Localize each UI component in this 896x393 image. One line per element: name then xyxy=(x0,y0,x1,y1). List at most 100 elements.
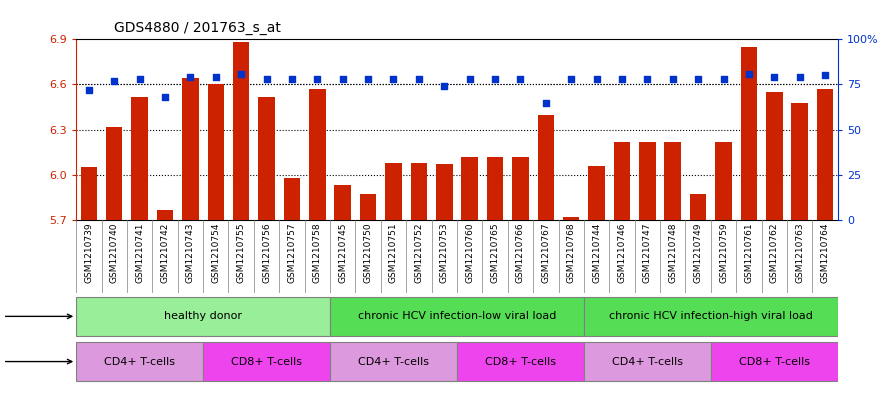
Text: disease state: disease state xyxy=(0,311,72,321)
Text: CD4+ T-cells: CD4+ T-cells xyxy=(358,356,429,367)
Text: GSM1210748: GSM1210748 xyxy=(668,222,677,283)
Bar xyxy=(690,195,706,220)
Point xyxy=(285,76,299,82)
Text: GSM1210766: GSM1210766 xyxy=(516,222,525,283)
Text: GSM1210744: GSM1210744 xyxy=(592,222,601,283)
Bar xyxy=(538,115,554,220)
Point xyxy=(538,99,553,106)
Bar xyxy=(76,342,203,381)
Bar xyxy=(563,217,580,220)
Bar xyxy=(766,92,782,220)
Bar xyxy=(330,297,584,336)
Text: GSM1210763: GSM1210763 xyxy=(795,222,805,283)
Point xyxy=(310,76,324,82)
Point xyxy=(412,76,426,82)
Point xyxy=(361,76,375,82)
Bar xyxy=(208,84,224,220)
Point xyxy=(717,76,731,82)
Text: chronic HCV infection-low viral load: chronic HCV infection-low viral load xyxy=(358,311,556,321)
Text: GSM1210751: GSM1210751 xyxy=(389,222,398,283)
Point xyxy=(234,70,248,77)
Point xyxy=(590,76,604,82)
Point xyxy=(513,76,528,82)
Bar xyxy=(817,89,833,220)
Text: GSM1210750: GSM1210750 xyxy=(364,222,373,283)
Text: GSM1210758: GSM1210758 xyxy=(313,222,322,283)
Point xyxy=(564,76,579,82)
Point xyxy=(133,76,147,82)
Text: GSM1210739: GSM1210739 xyxy=(84,222,93,283)
Bar xyxy=(589,166,605,220)
Text: GSM1210761: GSM1210761 xyxy=(745,222,754,283)
Bar xyxy=(132,97,148,220)
Text: GSM1210743: GSM1210743 xyxy=(185,222,195,283)
Point xyxy=(260,76,274,82)
Text: cell type: cell type xyxy=(0,356,72,367)
Point xyxy=(818,72,832,79)
Bar xyxy=(81,167,97,220)
Point xyxy=(767,74,781,81)
Point xyxy=(462,76,477,82)
Point xyxy=(742,70,756,77)
Bar xyxy=(711,342,838,381)
Bar xyxy=(436,164,452,220)
Text: GSM1210742: GSM1210742 xyxy=(160,222,169,283)
Text: CD8+ T-cells: CD8+ T-cells xyxy=(485,356,556,367)
Bar xyxy=(461,157,478,220)
Bar xyxy=(614,142,630,220)
Text: GSM1210762: GSM1210762 xyxy=(770,222,779,283)
Text: GSM1210757: GSM1210757 xyxy=(288,222,297,283)
Point xyxy=(209,74,223,81)
Text: GSM1210765: GSM1210765 xyxy=(490,222,500,283)
Text: GSM1210755: GSM1210755 xyxy=(237,222,246,283)
Bar xyxy=(233,42,249,220)
Bar xyxy=(330,342,457,381)
Text: GSM1210741: GSM1210741 xyxy=(135,222,144,283)
Text: GSM1210749: GSM1210749 xyxy=(694,222,702,283)
Text: CD4+ T-cells: CD4+ T-cells xyxy=(612,356,683,367)
Text: GSM1210745: GSM1210745 xyxy=(338,222,348,283)
Text: CD8+ T-cells: CD8+ T-cells xyxy=(739,356,810,367)
Text: GDS4880 / 201763_s_at: GDS4880 / 201763_s_at xyxy=(115,22,281,35)
Text: GSM1210768: GSM1210768 xyxy=(566,222,576,283)
Point xyxy=(691,76,705,82)
Point xyxy=(488,76,503,82)
Text: CD8+ T-cells: CD8+ T-cells xyxy=(231,356,302,367)
Point xyxy=(335,76,349,82)
Bar xyxy=(309,89,325,220)
Text: GSM1210740: GSM1210740 xyxy=(109,222,119,283)
Bar xyxy=(182,79,199,220)
Bar xyxy=(665,142,681,220)
Point xyxy=(386,76,401,82)
Text: GSM1210760: GSM1210760 xyxy=(465,222,474,283)
Bar xyxy=(258,97,275,220)
Bar xyxy=(715,142,732,220)
Text: GSM1210752: GSM1210752 xyxy=(414,222,424,283)
Point xyxy=(108,78,122,84)
Bar xyxy=(76,297,330,336)
Bar xyxy=(457,342,584,381)
Text: GSM1210747: GSM1210747 xyxy=(642,222,652,283)
Point xyxy=(615,76,629,82)
Point xyxy=(184,74,198,81)
Bar xyxy=(410,163,427,220)
Text: CD4+ T-cells: CD4+ T-cells xyxy=(104,356,175,367)
Bar xyxy=(791,103,808,220)
Text: GSM1210756: GSM1210756 xyxy=(262,222,271,283)
Point xyxy=(437,83,452,90)
Bar xyxy=(284,178,300,220)
Text: GSM1210767: GSM1210767 xyxy=(541,222,550,283)
Bar xyxy=(513,157,529,220)
Text: GSM1210753: GSM1210753 xyxy=(440,222,449,283)
Text: GSM1210754: GSM1210754 xyxy=(211,222,220,283)
Bar xyxy=(584,297,838,336)
Text: GSM1210759: GSM1210759 xyxy=(719,222,728,283)
Point xyxy=(82,87,96,93)
Point xyxy=(666,76,680,82)
Bar xyxy=(487,157,504,220)
Bar xyxy=(741,47,757,220)
Bar xyxy=(334,185,351,220)
Bar xyxy=(106,127,123,220)
Bar xyxy=(584,342,711,381)
Bar xyxy=(360,195,376,220)
